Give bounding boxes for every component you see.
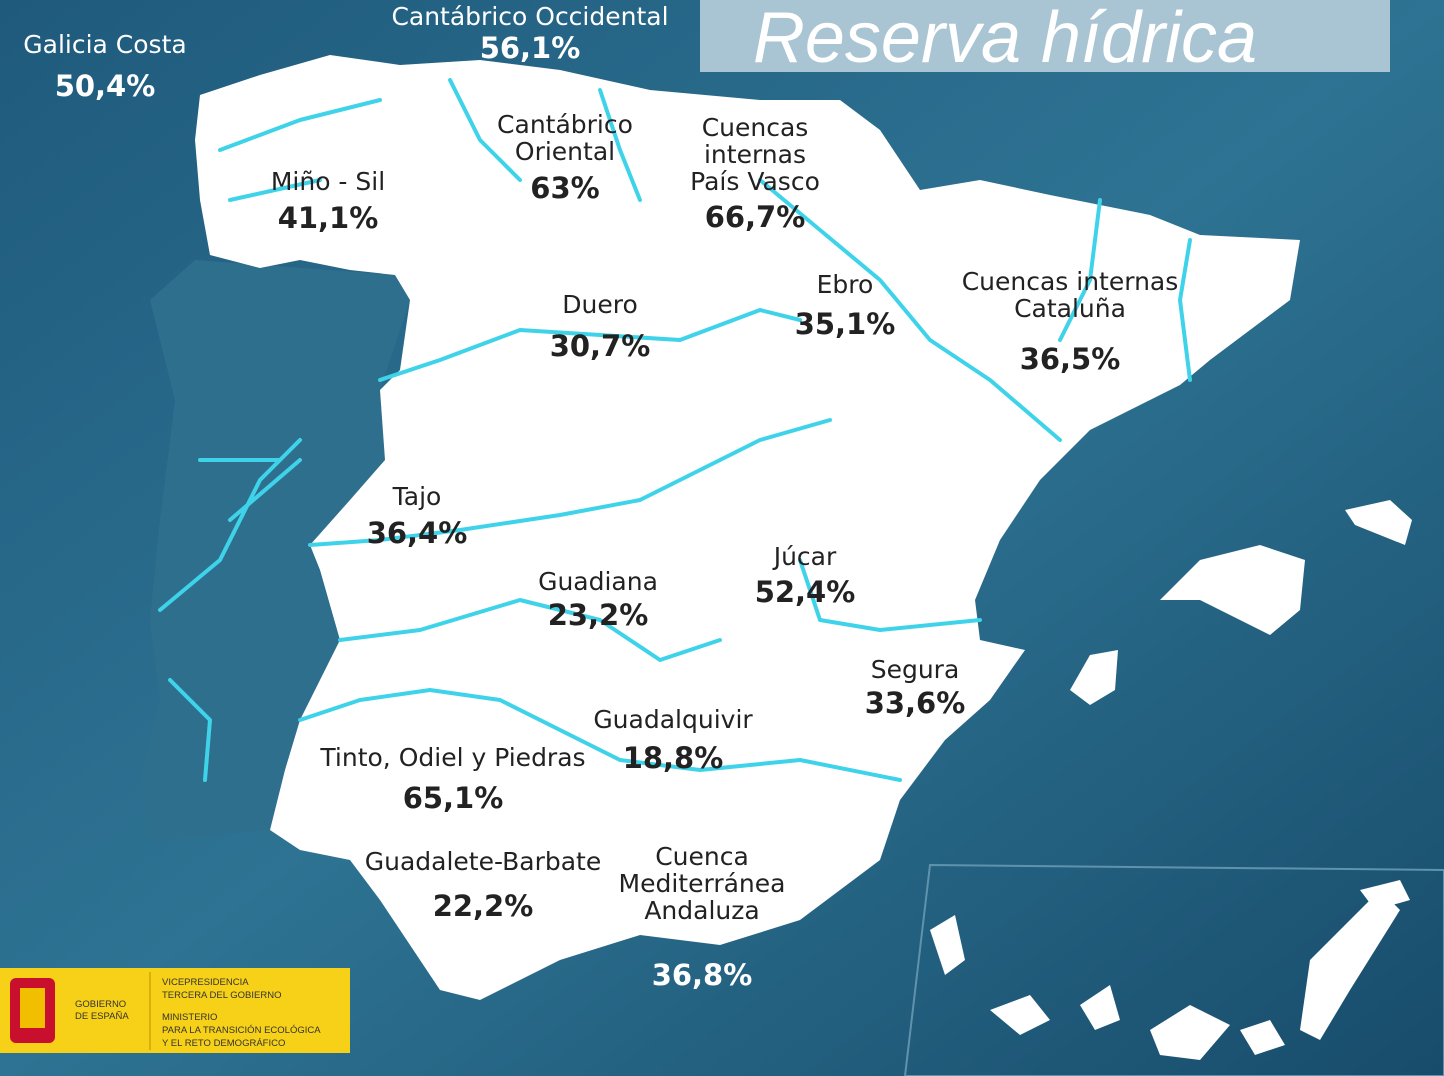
basin-name: Andaluza [644, 896, 759, 925]
basin-value: 36,5% [1020, 342, 1121, 376]
title: Reserva hídrica [753, 0, 1257, 78]
river [798, 558, 982, 632]
river [378, 308, 802, 382]
basin-name: Tajo [392, 482, 442, 511]
basin-name: Cataluña [1014, 294, 1126, 323]
river [308, 418, 832, 547]
rivers [158, 78, 1192, 782]
basin-name: Cuencas [702, 113, 809, 142]
basin-value: 18,8% [623, 741, 724, 775]
spain [195, 55, 1300, 1000]
logo-box [0, 968, 350, 1053]
basin-name: Cantábrico Occidental [391, 2, 668, 31]
basin-value: 23,2% [548, 598, 649, 632]
basin-name: Cantábrico [497, 110, 633, 139]
basin-value: 22,2% [433, 889, 534, 923]
basin-name: Miño - Sil [271, 167, 385, 196]
basin-value: 30,7% [550, 329, 651, 363]
ibiza [1070, 650, 1118, 705]
basin-value: 33,6% [865, 686, 966, 720]
basin-value: 50,4% [55, 69, 156, 103]
basin-value: 36,4% [367, 516, 468, 550]
logo-text: DE ESPAÑA [75, 1011, 129, 1022]
basin-name: Guadiana [538, 567, 658, 596]
basin-name: Cuencas internas [962, 267, 1179, 296]
basin-name: Galicia Costa [23, 30, 186, 59]
river [158, 438, 302, 782]
basin-name: Segura [871, 655, 960, 684]
menorca [1345, 500, 1412, 545]
logo-text: PARA LA TRANSICIÓN ECOLÓGICA [162, 1025, 321, 1036]
river [758, 178, 1062, 442]
basin-value: 66,7% [705, 200, 806, 234]
basin-value: 56,1% [480, 31, 581, 65]
title-box [700, 0, 1390, 72]
logo-text: VICEPRESIDENCIA [162, 977, 249, 988]
basin-value: 36,8% [652, 958, 753, 992]
basin-name: País Vasco [690, 167, 820, 196]
portugal [140, 260, 410, 840]
canary-inset [903, 863, 1444, 1076]
basin-name: Duero [562, 290, 638, 319]
basin-name: internas [704, 140, 806, 169]
logo-text: TERCERA DEL GOBIERNO [162, 990, 281, 1001]
river [298, 688, 902, 782]
basin-name: Oriental [515, 137, 615, 166]
mallorca [1160, 545, 1305, 635]
basin-name: Cuenca [655, 842, 749, 871]
crest-shield [20, 988, 45, 1028]
basin-name: Ebro [817, 270, 874, 299]
basin-name: Mediterránea [619, 869, 786, 898]
river [218, 78, 1192, 382]
basin-name: Guadalete-Barbate [365, 847, 602, 876]
canary-islands [930, 880, 1410, 1060]
basin-value: 52,4% [755, 575, 856, 609]
logo-text: MINISTERIO [162, 1012, 217, 1023]
basin-value: 41,1% [278, 201, 379, 235]
basin-name: Tinto, Odiel y Piedras [319, 743, 585, 772]
basin-name: Júcar [772, 542, 837, 571]
basin-value: 35,1% [795, 307, 896, 341]
basin-value: 63% [530, 171, 599, 205]
logo-text: Y EL RETO DEMOGRÁFICO [162, 1038, 285, 1049]
logo-text: GOBIERNO [75, 999, 126, 1010]
basin-value: 65,1% [403, 781, 504, 815]
basin-name: Guadalquivir [593, 705, 753, 734]
river [338, 598, 722, 662]
